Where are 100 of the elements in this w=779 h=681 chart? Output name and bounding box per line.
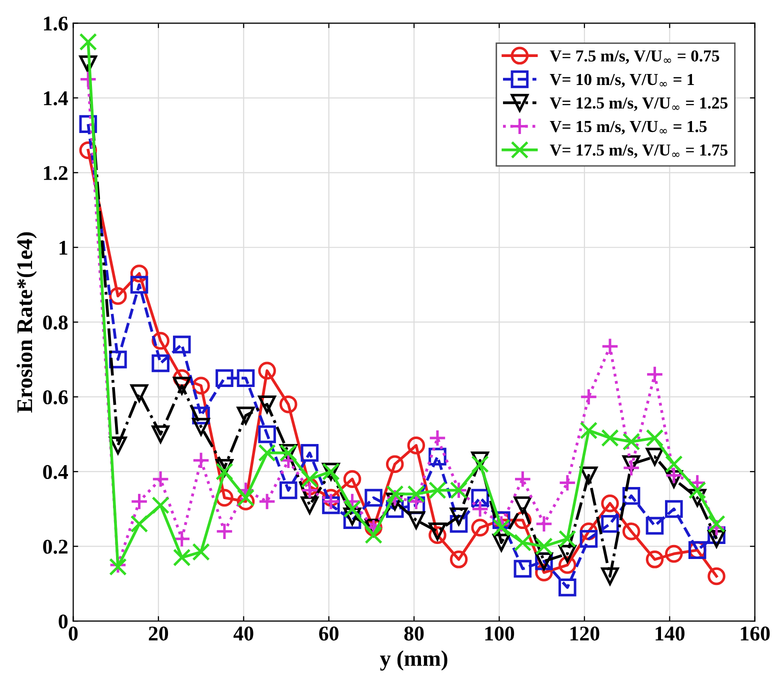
point [343, 500, 362, 518]
point [386, 485, 404, 503]
point [236, 369, 255, 388]
legend-label: V= 15 m/s, V/U$_{∞}$ = 1.5 [550, 120, 707, 135]
point [601, 338, 619, 356]
point [450, 508, 468, 526]
x-tick-label: 160 [740, 626, 770, 641]
point [300, 496, 319, 514]
point [300, 444, 319, 462]
y-axis-title: Erosion Rate*(1e4) [16, 232, 37, 413]
point [322, 492, 340, 510]
point [258, 425, 276, 444]
point [646, 516, 664, 535]
point [665, 544, 683, 563]
point [236, 406, 255, 424]
point [492, 518, 510, 537]
legend-label: V= 10 m/s, V/U$_{∞}$ = 1 [550, 74, 694, 88]
point [646, 448, 664, 466]
point [300, 481, 319, 500]
point [258, 444, 276, 462]
point [622, 522, 640, 540]
point [152, 470, 170, 488]
point [622, 432, 640, 451]
point [258, 395, 276, 414]
point [622, 458, 640, 477]
x-tick-label: 140 [656, 626, 684, 641]
point [514, 496, 532, 514]
point [450, 550, 468, 568]
point [79, 32, 98, 51]
point [130, 492, 148, 510]
point [580, 530, 598, 548]
y-tick-label: 0.2 [43, 540, 68, 554]
y-tick-label: 1.2 [44, 166, 68, 180]
point [646, 429, 664, 447]
point [216, 369, 234, 388]
point [514, 560, 532, 578]
x-axis-title: y (mm) [380, 650, 448, 671]
point [558, 578, 576, 596]
point [580, 422, 598, 440]
point [192, 376, 210, 395]
point [601, 429, 619, 447]
point [407, 436, 426, 454]
point [192, 418, 210, 436]
point [428, 429, 446, 447]
x-tick-label: 0 [68, 626, 78, 641]
point [601, 515, 619, 533]
point [601, 567, 619, 586]
point [514, 470, 532, 488]
point [646, 550, 664, 568]
point [688, 481, 706, 500]
point [192, 543, 210, 561]
point [471, 500, 489, 518]
point [407, 485, 426, 503]
y-tick-label: 0 [58, 614, 68, 629]
point [580, 388, 598, 406]
point [407, 511, 426, 530]
point [152, 496, 170, 514]
point [130, 384, 148, 402]
point [708, 567, 726, 586]
x-tick-label: 100 [485, 626, 514, 641]
y-tick-label: 1.4 [44, 91, 68, 106]
point [665, 500, 683, 518]
point [343, 470, 362, 488]
x-tick-label: 20 [148, 626, 168, 641]
legend-label: V= 7.5 m/s, V/U$_{∞}$ = 0.75 [550, 50, 720, 64]
point [471, 455, 489, 474]
point [130, 276, 148, 294]
point [236, 488, 255, 507]
point [152, 354, 170, 372]
point [109, 287, 127, 305]
point [216, 522, 234, 540]
point [471, 518, 489, 537]
point [535, 537, 553, 556]
legend-label: V= 17.5 m/s, V/U$_{∞}$ = 1.75 [550, 144, 728, 158]
x-tick-label: 40 [234, 626, 254, 641]
x-tick-label: 120 [570, 626, 600, 641]
point [428, 481, 446, 500]
y-tick-label: 0.6 [43, 390, 68, 404]
point [558, 556, 576, 574]
point [279, 481, 298, 500]
point [646, 366, 664, 384]
point [364, 488, 382, 507]
point [580, 466, 598, 484]
point [172, 376, 191, 395]
point [601, 494, 619, 512]
point [216, 462, 234, 480]
point [300, 470, 319, 488]
point [428, 522, 446, 540]
y-tick-label: 0.4 [43, 464, 68, 480]
point [708, 515, 726, 533]
y-tick-label: 1.6 [44, 16, 68, 31]
point [172, 548, 191, 566]
point [364, 526, 382, 544]
point [558, 530, 576, 548]
point [558, 474, 576, 492]
point [152, 425, 170, 444]
point [535, 515, 553, 533]
point [172, 336, 191, 354]
point [258, 362, 276, 380]
y-tick-label: 0.8 [43, 315, 68, 330]
